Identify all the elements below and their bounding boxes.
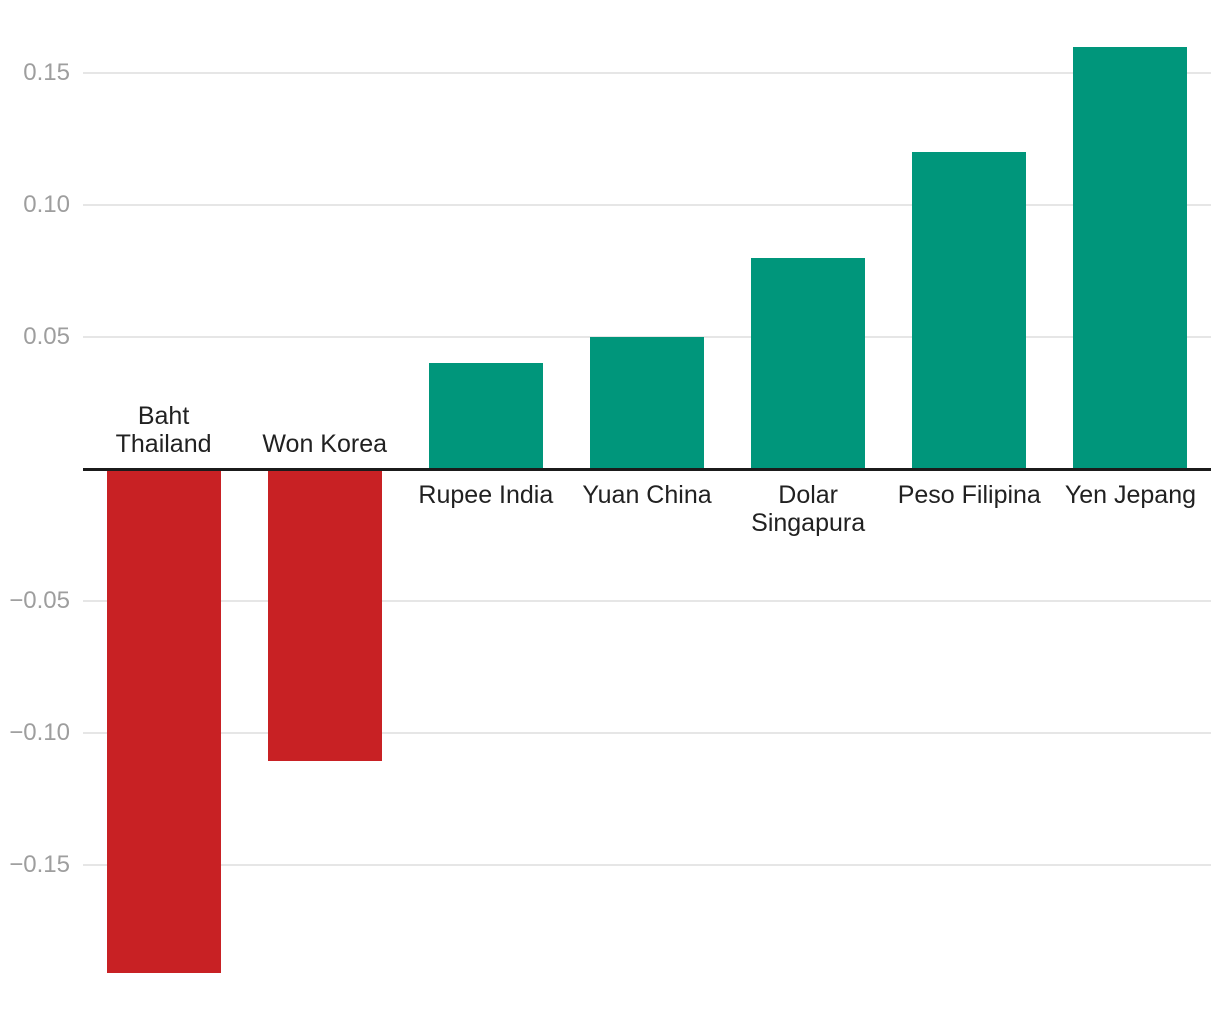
category-label-line: Rupee India	[418, 481, 554, 509]
bar-won-korea[interactable]	[267, 471, 382, 762]
category-label-rupee-india: Rupee India	[401, 481, 571, 509]
category-label-line: Yen Jepang	[1064, 481, 1196, 509]
category-label-baht-thailand: Baht Thailand	[79, 402, 249, 458]
bar-dolar-singapura[interactable]	[751, 257, 866, 470]
x-axis-line	[83, 468, 1211, 471]
category-label-dolar-singapura: Dolar Singapura	[723, 481, 893, 537]
category-label-line: Thailand	[115, 430, 212, 458]
gridline-0.10	[83, 204, 1211, 206]
y-tick-label-0.05: 0.05	[23, 323, 70, 350]
bar-yen-jepang[interactable]	[1073, 46, 1188, 470]
gridline-−0.15	[83, 864, 1211, 866]
gridline-−0.10	[83, 732, 1211, 734]
category-label-won-korea: Won Korea	[240, 430, 410, 458]
gridline-−0.05	[83, 600, 1211, 602]
y-tick-label-−0.10: −0.10	[9, 719, 70, 746]
category-label-yuan-china: Yuan China	[562, 481, 732, 509]
category-label-peso-filipina: Peso Filipina	[884, 481, 1054, 509]
category-label-yen-jepang: Yen Jepang	[1045, 481, 1215, 509]
y-tick-label-−0.05: −0.05	[9, 587, 70, 614]
y-tick-label-0.15: 0.15	[23, 59, 70, 86]
bar-yuan-china[interactable]	[590, 337, 704, 470]
bar-rupee-india[interactable]	[428, 363, 543, 470]
bar-baht-thailand[interactable]	[106, 471, 221, 973]
category-label-line: Peso Filipina	[897, 481, 1041, 509]
category-label-line: Won Korea	[262, 430, 387, 458]
y-tick-label-−0.15: −0.15	[9, 851, 70, 878]
category-label-line: Singapura	[751, 509, 866, 537]
gridline-0.15	[83, 72, 1211, 74]
category-label-line: Dolar	[778, 481, 839, 509]
category-label-line: Yuan China	[582, 481, 712, 509]
bar-peso-filipina[interactable]	[912, 152, 1027, 470]
category-label-line: Baht	[137, 402, 190, 430]
y-tick-label-0.10: 0.10	[23, 191, 70, 218]
